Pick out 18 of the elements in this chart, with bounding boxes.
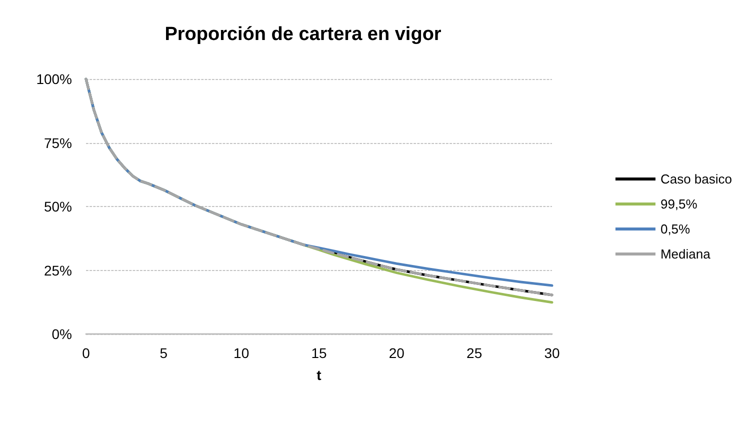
legend-label: Caso basico	[660, 172, 732, 186]
y-tick-label: 100%	[36, 71, 72, 87]
x-tick-label: 25	[466, 345, 482, 361]
x-tick-label: 10	[234, 345, 250, 361]
x-tick-label: 20	[388, 345, 405, 361]
y-tick-label: 75%	[44, 134, 72, 151]
legend-label: Mediana	[660, 246, 712, 262]
chart-title: Proporción de cartera en vigor	[164, 24, 442, 45]
x-axis-title: t	[316, 367, 322, 383]
x-tick-label: 0	[82, 345, 90, 361]
x-tick-label: 15	[311, 345, 327, 361]
legend-label: 99,5%	[660, 196, 698, 212]
x-tick-label: 30	[544, 345, 560, 361]
y-tick-label: 0%	[52, 326, 72, 342]
y-tick-label: 50%	[44, 198, 72, 214]
y-tick-label: 25%	[44, 262, 72, 278]
x-tick-label: 5	[160, 345, 168, 361]
legend-label: 0,5%	[660, 222, 691, 236]
